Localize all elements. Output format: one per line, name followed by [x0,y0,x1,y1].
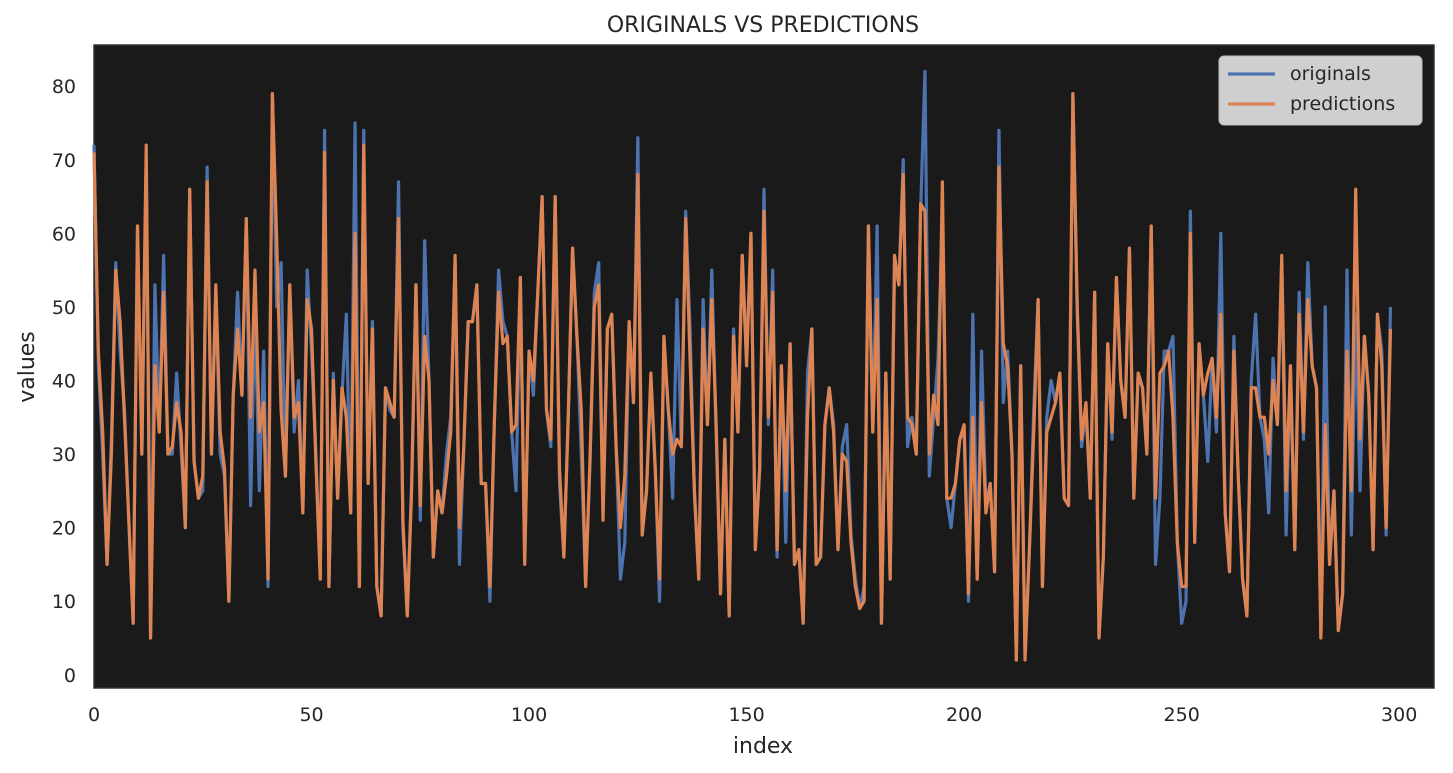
x-tick-label: 150 [728,704,764,726]
chart-title: ORIGINALS VS PREDICTIONS [607,13,919,38]
legend-label-originals: originals [1290,63,1371,85]
y-tick-label: 60 [52,223,76,245]
series-line-predictions [92,91,1393,662]
y-axis-label: values [15,331,40,403]
series-layer [92,69,1393,662]
y-tick-label: 30 [52,444,76,466]
y-tick-label: 40 [52,370,76,392]
y-tick-label: 10 [52,591,76,613]
y-tick-label: 0 [64,665,76,687]
x-tick-label: 300 [1381,704,1417,726]
legend-label-predictions: predictions [1290,93,1395,115]
y-tick-label: 70 [52,150,76,172]
x-tick-label: 200 [946,704,982,726]
x-tick-label: 50 [299,704,323,726]
y-axis-ticks: 0 10 20 30 40 50 60 70 80 [52,76,76,687]
x-tick-label: 250 [1164,704,1200,726]
x-tick-label: 100 [511,704,547,726]
x-axis-ticks: 0 50 100 150 200 250 300 [88,704,1417,726]
x-axis-label: index [733,734,793,759]
legend: originals predictions [1218,55,1423,126]
y-tick-label: 20 [52,518,76,540]
y-tick-label: 50 [52,297,76,319]
y-tick-label: 80 [52,76,76,98]
x-tick-label: 0 [88,704,100,726]
